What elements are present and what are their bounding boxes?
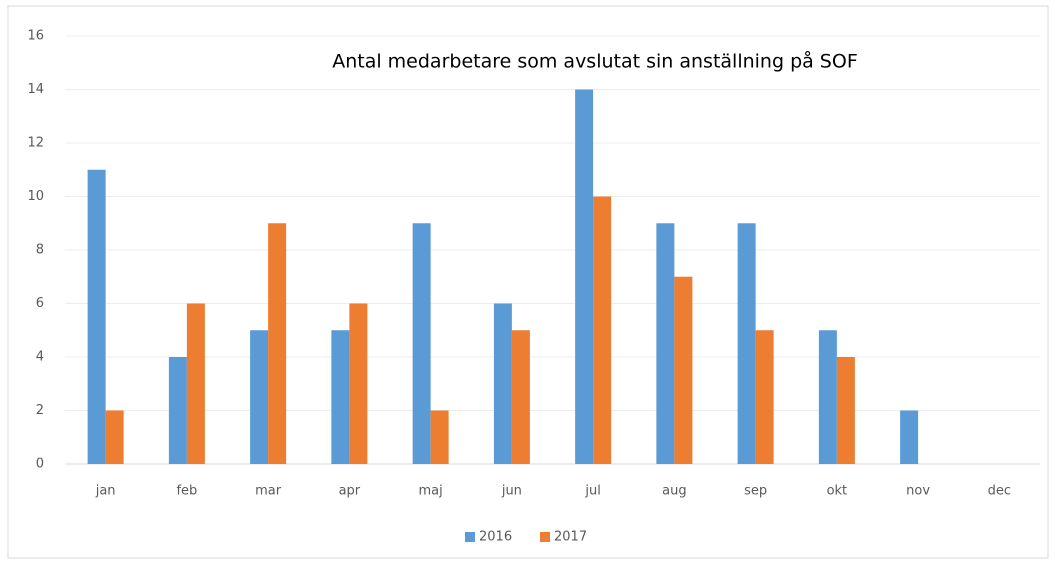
chart-frame bbox=[7, 5, 1049, 559]
bar bbox=[430, 410, 449, 464]
bar bbox=[511, 330, 530, 464]
bar bbox=[349, 303, 368, 464]
x-tick-label: jan bbox=[95, 484, 116, 499]
x-tick-label: aug bbox=[662, 484, 686, 499]
bar bbox=[674, 276, 693, 464]
x-tick-label: feb bbox=[176, 484, 197, 499]
x-tick-label: jul bbox=[584, 484, 600, 499]
y-tick-label: 16 bbox=[27, 29, 44, 44]
bar bbox=[493, 303, 512, 464]
y-tick-label: 12 bbox=[27, 136, 44, 151]
chart-title: Antal medarbetare som avslutat sin anstä… bbox=[332, 50, 858, 73]
y-tick-label: 8 bbox=[36, 243, 44, 258]
bar bbox=[87, 169, 106, 464]
x-tick-label: mar bbox=[255, 484, 282, 499]
legend-label: 2017 bbox=[554, 530, 587, 545]
y-tick-label: 0 bbox=[36, 457, 44, 472]
x-tick-label: maj bbox=[419, 484, 443, 499]
legend-label: 2016 bbox=[479, 530, 512, 545]
bar bbox=[412, 223, 431, 464]
x-tick-label: nov bbox=[906, 484, 930, 499]
bar bbox=[186, 303, 205, 464]
bar bbox=[268, 223, 287, 464]
bar bbox=[105, 410, 124, 464]
x-tick-label: okt bbox=[827, 484, 848, 499]
bar bbox=[593, 196, 612, 464]
bar bbox=[737, 223, 756, 464]
bar bbox=[250, 330, 269, 464]
y-tick-label: 4 bbox=[36, 350, 44, 365]
x-tick-label: apr bbox=[339, 484, 361, 499]
bar bbox=[331, 330, 350, 464]
x-tick-label: jun bbox=[501, 484, 522, 499]
y-tick-label: 2 bbox=[36, 403, 44, 418]
y-tick-label: 6 bbox=[36, 296, 44, 311]
bar bbox=[168, 357, 187, 464]
bar bbox=[656, 223, 675, 464]
legend-swatch bbox=[465, 532, 475, 542]
bar bbox=[755, 330, 774, 464]
bar bbox=[818, 330, 837, 464]
bar bbox=[900, 410, 919, 464]
bar bbox=[575, 89, 594, 464]
y-tick-label: 14 bbox=[27, 82, 44, 97]
legend-swatch bbox=[540, 532, 550, 542]
x-tick-label: dec bbox=[988, 484, 1011, 499]
bar bbox=[836, 357, 855, 464]
y-tick-label: 10 bbox=[27, 189, 44, 204]
x-tick-label: sep bbox=[744, 484, 767, 499]
